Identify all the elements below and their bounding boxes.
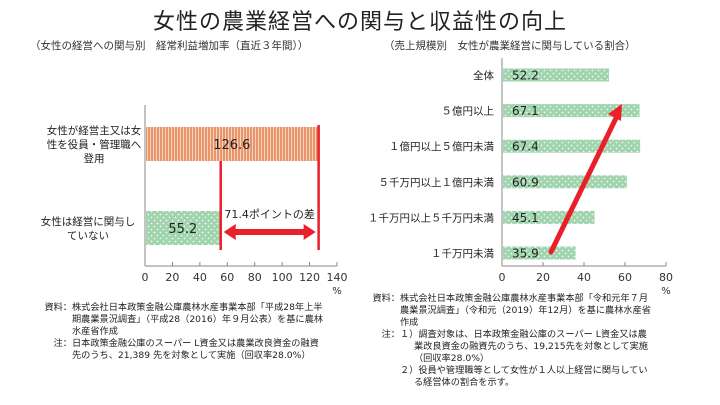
x-unit-label: %	[332, 286, 342, 297]
trend-arrow-head	[608, 104, 622, 121]
x-tick-label: 140	[327, 271, 348, 284]
note-label: 注：	[381, 329, 400, 340]
source-line: 作成	[400, 317, 419, 328]
category-label: 性を役員・管理職へ	[47, 138, 142, 151]
left-notes: 資料： 株式会社日本政策金融公庫農林水産事業本部「平成28年上半 期農業景況調査」…	[40, 302, 340, 362]
bar-value-label: 52.2	[512, 69, 539, 83]
left-chart-subtitle: （女性の経営への関与別 経常利益増加率（直近３年間））	[30, 40, 309, 52]
source-line: 期農業景況調査」（平成28（2016）年９月公表）を基に農林	[72, 314, 323, 325]
note-line: 日本政策金融公庫のスーパー L資金又は農業改良資金の融資	[72, 338, 319, 349]
bar-value-label: 126.6	[213, 138, 250, 153]
difference-annotation: 71.4ポイントの差	[224, 207, 315, 221]
source-label: 資料：	[44, 302, 72, 313]
bar	[146, 211, 221, 245]
note-label: 注：	[53, 338, 72, 349]
source-line: 株式会社日本政策金融公庫農林水産事業本部「平成28年上半	[72, 302, 323, 313]
source-line: 株式会社日本政策金融公庫農林水産事業本部「令和元年７月	[400, 293, 649, 304]
bar	[503, 175, 627, 189]
x-unit-label: %	[661, 286, 671, 297]
category-label: 女性が経営主又は女	[47, 124, 142, 137]
category-label: 女性は経営に関与し	[41, 215, 136, 228]
x-tick-label: 0	[142, 271, 149, 284]
x-tick-label: 20	[536, 271, 550, 284]
x-tick-label: 80	[659, 271, 673, 284]
bar	[503, 104, 640, 118]
source-line: 水産省作成	[72, 326, 118, 337]
bar-value-label: 35.9	[512, 247, 539, 261]
category-label: ていない	[67, 230, 109, 242]
bar-value-label: 60.9	[512, 175, 539, 189]
note-line: ２）役員や管理職等として女性が１人以上経営に関与してい	[400, 365, 648, 376]
category-label: １億円以上５億円未満	[389, 140, 494, 153]
x-tick-label: 100	[272, 271, 293, 284]
category-label: 全体	[473, 69, 494, 82]
bar-value-label: 55.2	[168, 222, 197, 237]
category-label: １千万円未満	[431, 248, 494, 260]
note-line: （回収率28.0%）	[414, 353, 490, 364]
x-tick-label: 20	[165, 271, 179, 284]
bar	[503, 246, 576, 260]
note-line: １）調査対象は、日本政策金融公庫のスーパー L資金又は農	[400, 329, 647, 340]
x-tick-label: 60	[618, 271, 632, 284]
x-tick-label: 40	[193, 271, 207, 284]
category-label: １千万円以上５千万円未満	[368, 212, 494, 224]
x-tick-label: 80	[248, 271, 262, 284]
x-tick-label: 60	[220, 271, 234, 284]
x-tick-label: 0	[499, 271, 506, 284]
bar-value-label: 45.1	[512, 211, 539, 225]
trend-arrow-shaft	[548, 111, 621, 255]
note-line: る経営体の割合を示す。	[414, 377, 515, 388]
difference-arrow	[223, 224, 316, 240]
page-title: 女性の農業経営への関与と収益性の向上	[152, 10, 567, 35]
right-notes: 資料： 株式会社日本政策金融公庫農林水産事業本部「令和元年７月 農業景況調査」（令…	[368, 293, 688, 389]
note-line: 先のうち、21,389 先を対象として実施（回収率28.0%）	[72, 350, 311, 361]
category-label: 登用	[84, 152, 105, 165]
source-label: 資料：	[372, 293, 400, 304]
category-label: ５億円以上	[442, 105, 495, 118]
x-tick-label: 40	[577, 271, 591, 284]
source-line: 農業景況調査」（令和元（2019）年12月）を基に農林水産省	[400, 305, 651, 316]
bar-value-label: 67.1	[512, 104, 539, 118]
x-tick-label: 120	[299, 271, 320, 284]
right-chart-subtitle: （売上規模別 女性が農業経営に関与している割合）	[384, 40, 636, 52]
note-line: 業改良資金の融資先のうち、19,215先を対象として実施	[414, 341, 648, 352]
bar	[146, 127, 319, 161]
category-label: ５千万円以上１億円未満	[379, 176, 495, 189]
bar	[503, 68, 610, 82]
bar-value-label: 67.4	[512, 140, 539, 154]
